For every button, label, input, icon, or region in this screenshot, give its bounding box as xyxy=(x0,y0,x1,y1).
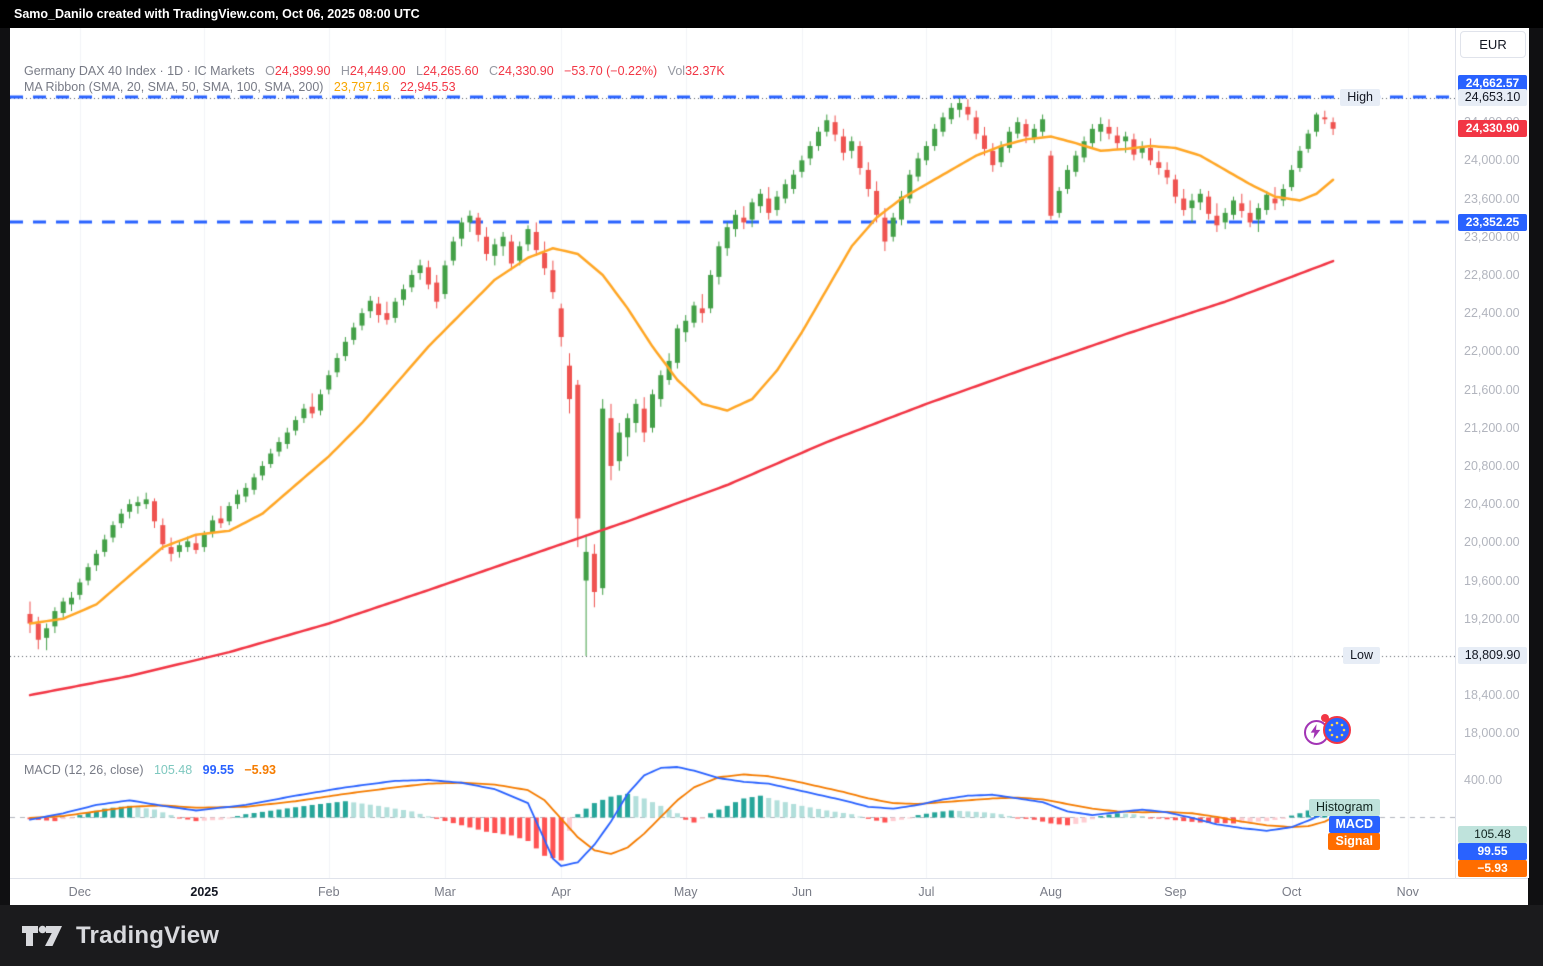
time-axis-month-jul: Jul xyxy=(918,885,935,899)
symbol-legend: Germany DAX 40 Index · 1D · IC Markets O… xyxy=(24,64,725,78)
time-axis-month-mar: Mar xyxy=(434,885,456,899)
tradingview-logo-icon[interactable] xyxy=(20,920,66,952)
time-axis-month-feb: Feb xyxy=(318,885,340,899)
last-price-label: 24,330.90 xyxy=(1458,120,1527,138)
change-value: −53.70 (−0.22%) xyxy=(564,64,658,78)
ma-ribbon-legend: MA Ribbon (SMA, 20, SMA, 50, SMA, 100, S… xyxy=(24,80,456,94)
price-tick: 21,200.00 xyxy=(1464,420,1520,435)
price-tick: 23,200.00 xyxy=(1464,229,1520,244)
close-label: C xyxy=(489,64,499,78)
price-tick: 22,000.00 xyxy=(1464,344,1520,359)
tradingview-brand[interactable]: TradingView xyxy=(76,921,220,949)
low-value: 24,265.60 xyxy=(422,64,479,78)
time-axis-month-may: May xyxy=(673,885,698,899)
price-tick: 18,000.00 xyxy=(1464,726,1520,741)
time-axis-month-2025: 2025 xyxy=(190,885,219,899)
volume-value: 32.37K xyxy=(685,64,725,78)
price-tick: 21,600.00 xyxy=(1464,382,1520,397)
price-pane: Germany DAX 40 Index · 1D · IC Markets O… xyxy=(10,28,1455,755)
low-price-label: 18,809.90 xyxy=(1458,647,1527,665)
price-chart-canvas[interactable] xyxy=(10,28,1455,755)
price-tick: 24,000.00 xyxy=(1464,153,1520,168)
notification-dot xyxy=(1321,714,1329,722)
macd-pill-label: MACD xyxy=(1328,816,1380,833)
time-axis-month-sep: Sep xyxy=(1164,885,1187,899)
price-tick: 19,600.00 xyxy=(1464,573,1520,588)
price-tick: 23,600.00 xyxy=(1464,191,1520,206)
symbol-title[interactable]: Germany DAX 40 Index · 1D · IC Markets xyxy=(24,64,255,78)
histogram-pill-label: Histogram xyxy=(1309,799,1380,816)
time-axis-month-aug: Aug xyxy=(1039,885,1063,899)
open-value: 24,399.90 xyxy=(274,64,331,78)
support-price-label: 23,352.25 xyxy=(1458,213,1527,231)
time-axis-month-jun: Jun xyxy=(791,885,812,899)
pane-separator[interactable] xyxy=(10,754,1528,755)
open-label: O xyxy=(265,64,275,78)
price-tick: 20,800.00 xyxy=(1464,458,1520,473)
attribution-text: Samo_Danilo created with TradingView.com… xyxy=(14,7,420,21)
attribution-bar: Samo_Danilo created with TradingView.com… xyxy=(0,0,1543,28)
macd-chart-canvas[interactable] xyxy=(10,755,1455,878)
price-tick: 22,800.00 xyxy=(1464,267,1520,282)
price-tick: 20,000.00 xyxy=(1464,535,1520,550)
volume-label: Vol xyxy=(667,64,686,78)
price-tick: 18,400.00 xyxy=(1464,688,1520,703)
time-axis-month-apr: Apr xyxy=(551,885,571,899)
time-axis-month-dec: Dec xyxy=(68,885,91,899)
time-axis-month-nov: Nov xyxy=(1396,885,1419,899)
macd-title[interactable]: MACD (12, 26, close) xyxy=(24,763,144,777)
low-line-label: Low xyxy=(1343,647,1380,665)
high-label: H xyxy=(340,64,350,78)
time-axis[interactable]: Dec 2025 Feb Mar Apr May Jun Jul Aug Sep Oct Nov xyxy=(10,878,1528,906)
currency-button[interactable]: EUR xyxy=(1460,31,1526,58)
price-tick: 20,400.00 xyxy=(1464,497,1520,512)
high-value: 24,449.00 xyxy=(349,64,406,78)
eu-flag-icon[interactable] xyxy=(1321,714,1351,744)
time-axis-month-oct: Oct xyxy=(1281,885,1302,899)
macd-hist-value: 105.48 xyxy=(153,763,193,777)
chart-window: Germany DAX 40 Index · 1D · IC Markets O… xyxy=(10,28,1529,906)
low-label: L xyxy=(415,64,423,78)
signal-pill-label: Signal xyxy=(1328,833,1380,850)
macd-legend: MACD (12, 26, close) 105.48 99.55 −5.93 xyxy=(24,763,276,777)
price-tick: 22,400.00 xyxy=(1464,306,1520,321)
close-value: 24,330.90 xyxy=(498,64,554,78)
high-line-label: High xyxy=(1340,89,1380,107)
histogram-pill-value: 105.48 xyxy=(1458,826,1527,843)
ma-slow-value: 22,945.53 xyxy=(399,80,456,94)
ma-ribbon-title[interactable]: MA Ribbon (SMA, 20, SMA, 50, SMA, 100, S… xyxy=(24,80,324,94)
macd-pane: MACD (12, 26, close) 105.48 99.55 −5.93 … xyxy=(10,755,1455,878)
ma-fast-value: 23,797.16 xyxy=(333,80,390,94)
resistance-price-label: 24,662.57 xyxy=(1458,74,1527,92)
macd-signal-value: −5.93 xyxy=(244,763,276,777)
macd-pill-value: 99.55 xyxy=(1458,843,1527,860)
high-price-label: 24,653.10 xyxy=(1458,89,1527,107)
signal-pill-value: −5.93 xyxy=(1458,860,1527,877)
price-tick: 19,200.00 xyxy=(1464,611,1520,626)
price-axis[interactable]: EUR 24,662.57 24,653.10 24,330.90 23,352… xyxy=(1455,28,1529,878)
footer: TradingView xyxy=(0,905,1543,966)
macd-line-value: 99.55 xyxy=(202,763,234,777)
macd-tick: 400.00 xyxy=(1464,772,1503,787)
